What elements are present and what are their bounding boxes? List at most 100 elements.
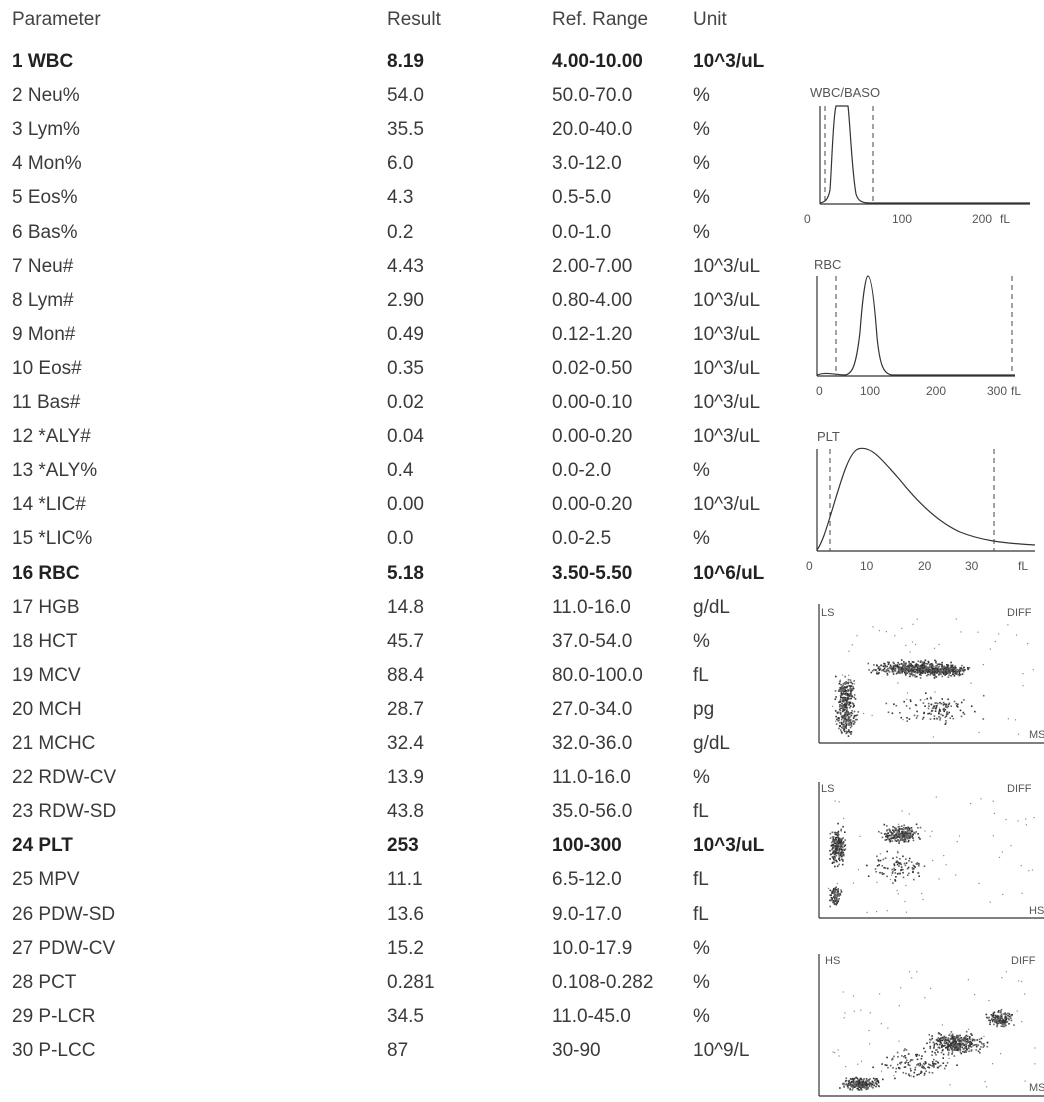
unit-value: pg (693, 698, 715, 720)
scatter2-corner-label: HS (1029, 905, 1044, 917)
parameter-name: 3 Lym% (12, 119, 80, 141)
result-value: 15.2 (387, 937, 424, 959)
result-value: 4.43 (387, 255, 424, 277)
result-value: 14.8 (387, 596, 424, 618)
result-value: 87 (387, 1039, 409, 1061)
wbc-histogram-title: WBC/BASO (810, 85, 880, 100)
ref-range-value: 11.0-16.0 (552, 767, 631, 789)
parameter-name: 23 RDW-SD (12, 801, 117, 823)
wbc-baso-histogram: WBC/BASO 0 100 200 fL (804, 85, 1030, 226)
result-value: 0.4 (387, 460, 414, 482)
table-row: 2 Neu% 54.0 50.0-70.0% (0, 85, 790, 119)
ref-range-value: 3.0-12.0 (552, 153, 622, 175)
rbc-unit: fL (1011, 384, 1021, 398)
table-row: 28 PCT 0.281 0.108-0.282% (0, 972, 790, 1006)
ref-range-value: 35.0-56.0 (552, 801, 633, 823)
result-value: 54.0 (387, 85, 424, 107)
result-value: 0.35 (387, 357, 424, 379)
result-value: 32.4 (387, 733, 424, 754)
header-parameter: Parameter (12, 9, 101, 30)
table-row: 27 PDW-CV 15.2 10.0-17.9% (0, 938, 790, 972)
result-value: 13.9 (387, 767, 424, 789)
plt-histogram: PLT 0 10 20 30 fL (806, 429, 1036, 573)
ref-range-value: 0.12-1.20 (552, 323, 633, 345)
rbc-tick-0: 0 (816, 384, 823, 398)
table-row: 19 MCV 88.4 80.0-100.0 fL (0, 665, 790, 699)
parameter-name: 5 Eos% (12, 187, 78, 209)
unit-value: % (693, 221, 710, 243)
ref-range-value: 0.0-2.5 (552, 528, 612, 550)
unit-value: g/dL (693, 733, 730, 754)
rbc-tick-200: 200 (926, 384, 946, 398)
parameter-name: 24 PLT (12, 835, 73, 857)
parameter-name: 8 Lym# (12, 289, 74, 311)
unit-value: 10^3/uL (693, 51, 765, 72)
header-ref-range: Ref. Range (552, 9, 649, 30)
scatter1-left-label: LS (821, 607, 834, 619)
header-unit: Unit (693, 9, 727, 30)
ref-range-value: 2.00-7.00 (552, 255, 633, 277)
ref-range-value: 37.0-54.0 (552, 630, 633, 652)
unit-value: 10^3/uL (693, 255, 761, 277)
result-value: 43.8 (387, 801, 424, 823)
scatter2-right-label: DIFF (1007, 783, 1032, 795)
ref-range-value: 6.5-12.0 (552, 869, 622, 891)
unit-value: 10^3/uL (693, 835, 765, 857)
ref-range-value: 0.00-0.20 (552, 426, 633, 448)
table-row: 20 MCH 28.7 27.0-34.0 pg (0, 699, 790, 733)
ref-range-value: 50.0-70.0 (552, 85, 633, 107)
unit-value: % (693, 187, 710, 209)
result-value: 28.7 (387, 698, 424, 720)
ref-range-value: 80.0-100.0 (552, 664, 643, 686)
parameter-name: 7 Neu# (12, 255, 74, 277)
ref-range-value: 0.02-0.50 (552, 357, 633, 379)
parameter-name: 22 RDW-CV (12, 767, 117, 789)
plt-unit: fL (1018, 559, 1028, 573)
unit-value: % (693, 767, 710, 789)
ref-range-value: 100-300 (552, 835, 622, 857)
plt-tick-10: 10 (860, 559, 874, 573)
unit-value: g/dL (693, 596, 730, 618)
table-header: Parameter Result Ref. Range Unit (0, 9, 790, 43)
unit-value: fL (693, 664, 709, 686)
result-value: 5.18 (387, 562, 424, 584)
table-row: 4 Mon% 6.0 3.0-12.0% (0, 153, 790, 187)
unit-value: % (693, 937, 710, 959)
ref-range-value: 10.0-17.9 (552, 937, 633, 959)
table-row: 15 *LIC% 0.0 0.0-2.5% (0, 528, 790, 562)
wbc-unit: fL (1000, 212, 1010, 226)
ref-range-value: 0.80-4.00 (552, 289, 633, 311)
result-value: 0.04 (387, 426, 424, 448)
scattergram-hs-diff: HS DIFF MS (818, 954, 1044, 1097)
rbc-tick-100: 100 (860, 384, 880, 398)
scattergram-ls-diff: LS DIFF MS (818, 604, 1044, 744)
ref-range-value: 0.108-0.282 (552, 971, 654, 993)
unit-value: 10^3/uL (693, 357, 761, 379)
table-row: 12 *ALY# 0.04 0.00-0.20 10^3/uL (0, 426, 790, 460)
parameter-name: 25 MPV (12, 869, 80, 891)
result-value: 0.2 (387, 221, 414, 243)
table-row: 18 HCT 45.7 37.0-54.0% (0, 631, 790, 665)
scatter1-corner-label: MS (1029, 729, 1044, 741)
parameter-name: 28 PCT (12, 971, 77, 993)
result-value: 13.6 (387, 903, 424, 925)
unit-value: % (693, 1005, 710, 1027)
ref-range-value: 11.0-45.0 (552, 1005, 631, 1027)
ref-range-value: 11.0-16.0 (552, 596, 631, 618)
ref-range-value: 32.0-36.0 (552, 733, 633, 754)
result-value: 0.49 (387, 323, 424, 345)
unit-value: 10^3/uL (693, 392, 761, 413)
scatter3-right-label: DIFF (1011, 955, 1036, 967)
parameter-name: 11 Bas# (12, 392, 81, 413)
plt-tick-30: 30 (965, 559, 979, 573)
ref-range-value: 4.00-10.00 (552, 51, 643, 72)
parameter-name: 27 PDW-CV (12, 937, 116, 959)
scatter3-corner-label: MS (1029, 1082, 1044, 1094)
parameter-name: 16 RBC (12, 562, 80, 584)
table-row: 1 WBC 8.19 4.00-10.00 10^3/uL (0, 51, 790, 85)
unit-value: 10^9/L (693, 1039, 750, 1061)
scatter2-left-label: LS (821, 783, 834, 795)
parameter-name: 26 PDW-SD (12, 903, 116, 925)
header-result: Result (387, 9, 441, 30)
parameter-name: 9 Mon# (12, 323, 76, 345)
